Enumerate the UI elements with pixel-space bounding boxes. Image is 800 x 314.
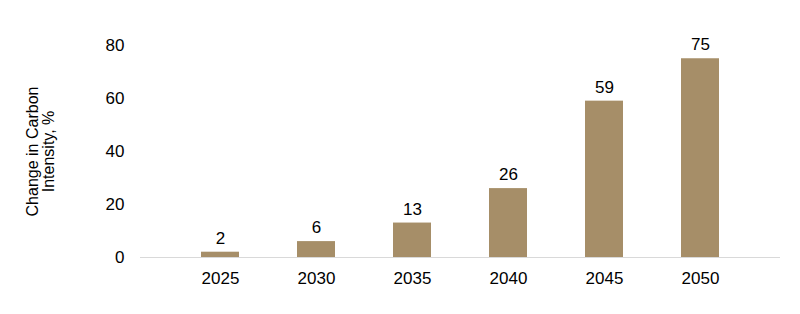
svg-text:20: 20	[106, 195, 125, 214]
svg-text:2050: 2050	[682, 269, 720, 288]
svg-text:13: 13	[403, 199, 422, 218]
svg-text:2030: 2030	[298, 269, 336, 288]
svg-text:59: 59	[595, 78, 614, 97]
svg-text:2025: 2025	[202, 269, 240, 288]
svg-text:60: 60	[106, 89, 125, 108]
svg-text:75: 75	[691, 35, 710, 54]
svg-text:40: 40	[106, 142, 125, 161]
svg-text:0: 0	[115, 248, 124, 267]
svg-text:2035: 2035	[394, 269, 432, 288]
svg-text:2: 2	[216, 229, 225, 248]
svg-text:Change in CarbonIntensity, %: Change in CarbonIntensity, %	[24, 87, 57, 217]
svg-text:2045: 2045	[586, 269, 624, 288]
svg-text:80: 80	[106, 36, 125, 55]
svg-text:26: 26	[499, 165, 518, 184]
svg-text:2040: 2040	[490, 269, 528, 288]
svg-text:6: 6	[312, 218, 321, 237]
